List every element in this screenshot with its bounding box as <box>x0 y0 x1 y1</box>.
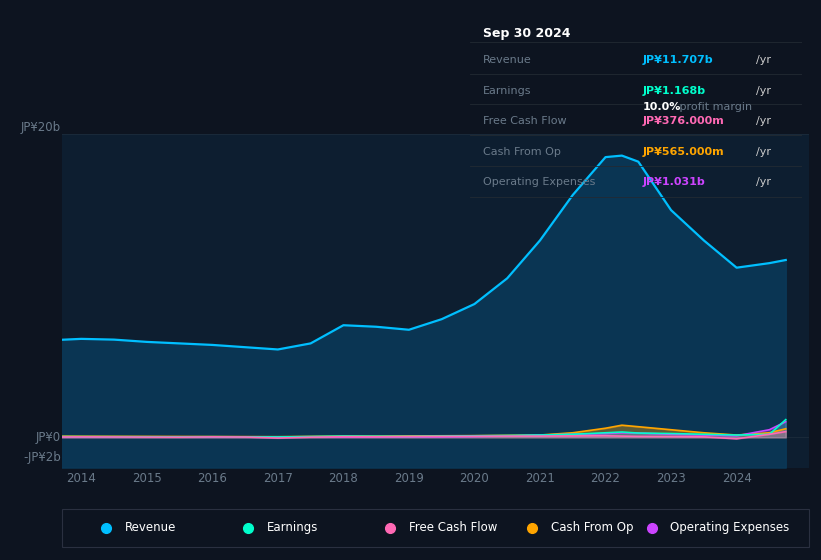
Text: Sep 30 2024: Sep 30 2024 <box>483 27 571 40</box>
Text: JP¥376.000m: JP¥376.000m <box>643 116 724 126</box>
Text: profit margin: profit margin <box>676 102 752 113</box>
Text: Operating Expenses: Operating Expenses <box>671 521 790 534</box>
Text: 10.0%: 10.0% <box>643 102 681 113</box>
Text: JP¥20b: JP¥20b <box>21 122 61 134</box>
Text: Free Cash Flow: Free Cash Flow <box>409 521 498 534</box>
Text: /yr: /yr <box>755 55 771 65</box>
Text: /yr: /yr <box>755 116 771 126</box>
Text: JP¥11.707b: JP¥11.707b <box>643 55 713 65</box>
Text: Cash From Op: Cash From Op <box>551 521 634 534</box>
Text: Operating Expenses: Operating Expenses <box>483 177 595 187</box>
Text: Revenue: Revenue <box>125 521 177 534</box>
Text: -JP¥2b: -JP¥2b <box>23 451 61 464</box>
FancyBboxPatch shape <box>62 509 809 547</box>
Text: /yr: /yr <box>755 86 771 96</box>
Text: /yr: /yr <box>755 177 771 187</box>
Text: JP¥1.031b: JP¥1.031b <box>643 177 705 187</box>
Text: JP¥0: JP¥0 <box>35 431 61 444</box>
Text: Earnings: Earnings <box>483 86 531 96</box>
Text: /yr: /yr <box>755 147 771 157</box>
Text: Earnings: Earnings <box>267 521 319 534</box>
Text: Free Cash Flow: Free Cash Flow <box>483 116 566 126</box>
Text: JP¥1.168b: JP¥1.168b <box>643 86 705 96</box>
Text: JP¥565.000m: JP¥565.000m <box>643 147 724 157</box>
Text: Revenue: Revenue <box>483 55 532 65</box>
Text: Cash From Op: Cash From Op <box>483 147 561 157</box>
